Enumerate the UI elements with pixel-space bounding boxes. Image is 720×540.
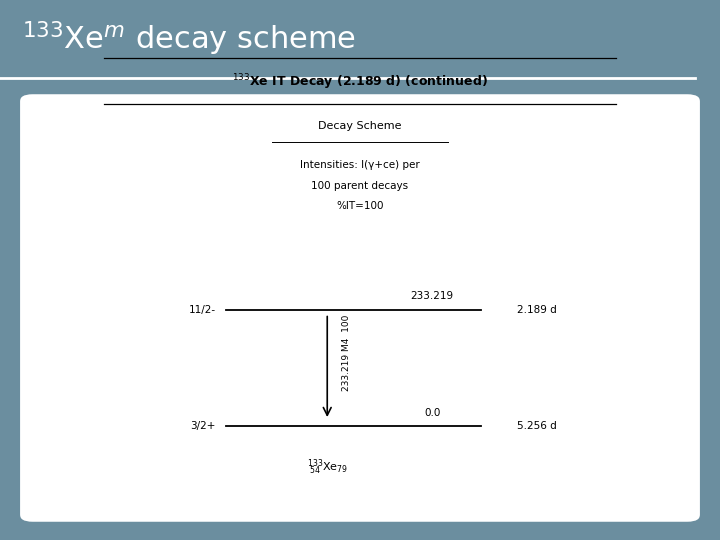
Text: %IT=100: %IT=100 <box>336 201 384 211</box>
Text: 100 parent decays: 100 parent decays <box>312 180 408 191</box>
Text: Intensities: I(γ+ce) per: Intensities: I(γ+ce) per <box>300 160 420 170</box>
Text: $^{133}$Xe$^m$ decay scheme: $^{133}$Xe$^m$ decay scheme <box>22 20 356 58</box>
Text: 233.219 M4  100: 233.219 M4 100 <box>342 315 351 392</box>
Text: 3/2+: 3/2+ <box>191 421 216 431</box>
Text: $^{133}$Xe IT Decay (2.189 d) (continued): $^{133}$Xe IT Decay (2.189 d) (continued… <box>232 73 488 92</box>
Text: 0.0: 0.0 <box>424 408 440 418</box>
Text: $^{133}_{\ 54}$Xe$_{79}$: $^{133}_{\ 54}$Xe$_{79}$ <box>307 457 348 477</box>
FancyBboxPatch shape <box>18 92 702 524</box>
Text: 5.256 d: 5.256 d <box>517 421 557 431</box>
Text: Decay Scheme: Decay Scheme <box>318 121 402 131</box>
Text: 2.189 d: 2.189 d <box>517 305 557 315</box>
Text: 11/2-: 11/2- <box>189 305 216 315</box>
Text: 233.219: 233.219 <box>410 291 454 301</box>
